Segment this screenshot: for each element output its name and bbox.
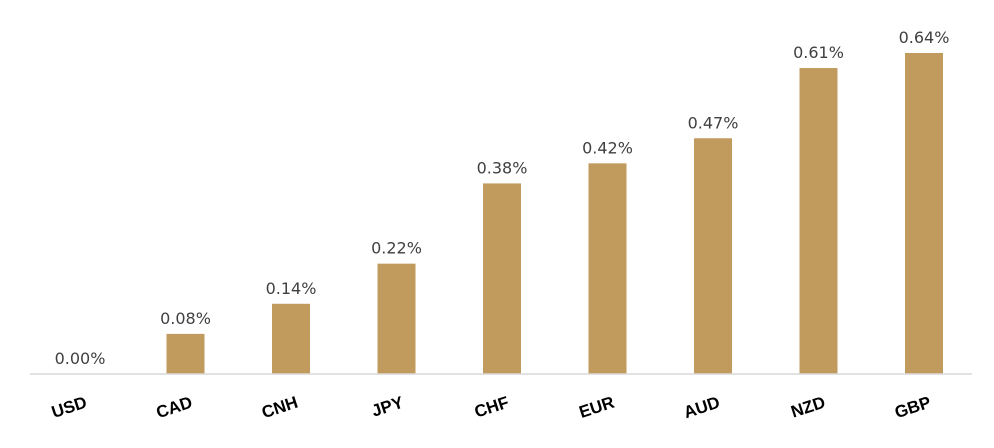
bar-aud [694,138,732,374]
x-tick-label-eur: EUR [577,393,617,422]
bar-chf [483,183,521,374]
x-tick-label-nzd: NZD [789,393,828,422]
bar-gbp [905,53,943,374]
x-tick-label-gbp: GBP [892,393,933,422]
x-tick-labels-layer: USD CAD CNH JPY CHF EUR AUD NZD GBP [49,393,933,423]
data-label-usd: 0.00% [55,349,106,368]
x-tick-label-jpy: JPY [369,393,406,421]
x-tick-label-usd: USD [49,393,89,422]
bars-layer [166,53,943,374]
x-tick-label-cad: CAD [154,393,195,422]
data-label-eur: 0.42% [582,138,633,157]
data-label-chf: 0.38% [477,158,528,177]
x-tick-label-cnh: CNH [259,393,300,422]
bar-jpy [377,263,416,374]
data-label-gbp: 0.64% [899,28,950,47]
data-label-cad: 0.08% [160,309,211,328]
bar-eur [588,163,627,374]
bar-cnh [272,303,310,374]
data-label-nzd: 0.61% [793,43,844,62]
x-tick-label-chf: CHF [472,393,511,422]
data-labels-layer: 0.00% 0.08% 0.14% 0.22% 0.38% 0.42% 0.47% 0.61%… [55,28,950,368]
x-tick-label-aud: AUD [681,393,722,422]
data-label-cnh: 0.14% [266,279,317,298]
bar-cad [166,333,205,374]
data-label-aud: 0.47% [688,113,739,132]
bar-nzd [799,68,838,374]
data-label-jpy: 0.22% [371,239,422,258]
